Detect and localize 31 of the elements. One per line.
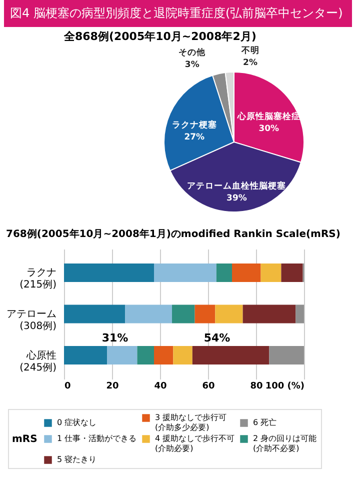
slice-label: 不明: [240, 45, 260, 56]
annotation: 54%: [204, 331, 230, 344]
y-tick-label: ラクナ (215例): [20, 268, 57, 291]
annotation: 31%: [102, 331, 128, 344]
chart-title: 768例(2005年10月~2008年1月)のmodified Rankin Scale(mRS): [6, 228, 340, 240]
x-tick-label: 80: [250, 382, 263, 392]
legend-label: 0 症状なし: [57, 418, 97, 427]
legend-label: 6 死亡: [253, 418, 277, 427]
legend-label: 3 援助なしで歩行可 (介助多少必要): [155, 413, 227, 432]
legend-label: 4 援助なしで歩行不可 (介助必要): [155, 434, 235, 453]
legend-title: mRS: [12, 434, 38, 445]
legend-label: 1 仕事・活動ができる: [57, 434, 137, 443]
data-label: 39%: [226, 193, 248, 204]
x-tick-label: 40: [154, 382, 167, 392]
legend-label: 2 身の回りは可能 (介助不必要): [253, 434, 317, 453]
x-tick-label: 0: [64, 382, 71, 392]
y-tick-label: アテローム (308例): [6, 309, 57, 332]
slice-label: ラクナ梗塞: [172, 119, 217, 130]
data-label: 27%: [184, 132, 206, 142]
x-tick-label: 60: [202, 382, 215, 392]
chart-title: 図4 脳梗塞の病型別頻度と退院時重症度(弘前脳卒中センター): [4, 0, 352, 27]
y-tick-label: 心原性 (245例): [20, 349, 57, 374]
chart-subtitle: 全868例(2005年10月~2008年2月): [63, 30, 256, 44]
data-label: 3%: [184, 60, 200, 70]
data-label: 2%: [243, 58, 258, 68]
x-tick-label: 20: [106, 382, 119, 392]
legend-label: 5 寝たきり: [57, 455, 97, 464]
slice-label: その他: [178, 47, 207, 58]
x-tick-label: 100 (%): [265, 382, 304, 392]
slice-label: アテローム血栓性脳梗塞: [187, 180, 286, 192]
data-label: 30%: [258, 124, 280, 134]
